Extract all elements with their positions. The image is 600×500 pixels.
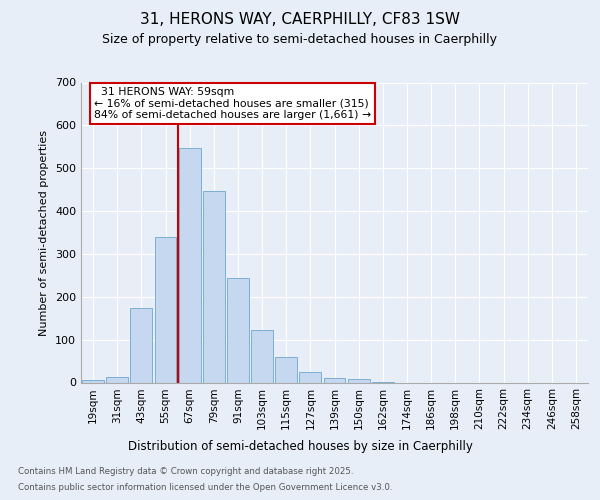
Bar xyxy=(275,357,297,382)
Bar xyxy=(203,190,224,382)
Bar xyxy=(323,378,346,382)
Bar xyxy=(227,278,249,382)
Bar xyxy=(251,330,273,382)
Y-axis label: Number of semi-detached properties: Number of semi-detached properties xyxy=(40,130,49,336)
Bar xyxy=(348,379,370,382)
Bar xyxy=(130,308,152,382)
Text: Contains public sector information licensed under the Open Government Licence v3: Contains public sector information licen… xyxy=(18,482,392,492)
Bar xyxy=(106,378,128,382)
Bar xyxy=(299,372,321,382)
Text: Distribution of semi-detached houses by size in Caerphilly: Distribution of semi-detached houses by … xyxy=(128,440,472,453)
Text: Contains HM Land Registry data © Crown copyright and database right 2025.: Contains HM Land Registry data © Crown c… xyxy=(18,468,353,476)
Bar xyxy=(179,148,200,382)
Text: 31 HERONS WAY: 59sqm
← 16% of semi-detached houses are smaller (315)
84% of semi: 31 HERONS WAY: 59sqm ← 16% of semi-detac… xyxy=(94,87,371,120)
Bar xyxy=(82,380,104,382)
Bar xyxy=(155,237,176,382)
Text: 31, HERONS WAY, CAERPHILLY, CF83 1SW: 31, HERONS WAY, CAERPHILLY, CF83 1SW xyxy=(140,12,460,28)
Text: Size of property relative to semi-detached houses in Caerphilly: Size of property relative to semi-detach… xyxy=(103,32,497,46)
